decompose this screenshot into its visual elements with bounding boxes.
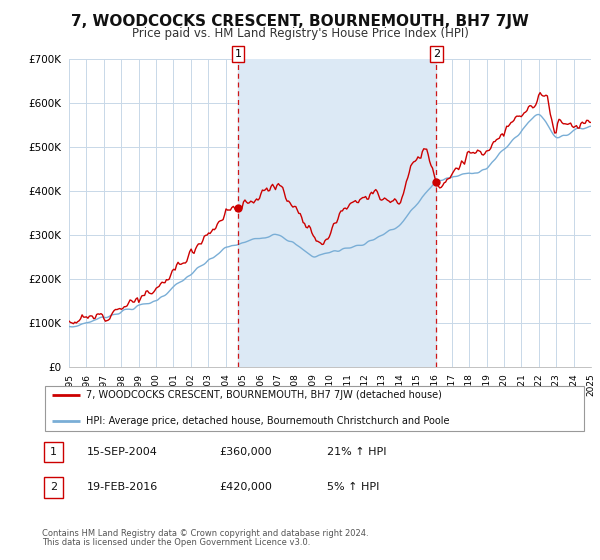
Text: Price paid vs. HM Land Registry's House Price Index (HPI): Price paid vs. HM Land Registry's House … bbox=[131, 27, 469, 40]
Text: 5% ↑ HPI: 5% ↑ HPI bbox=[327, 482, 379, 492]
Text: £360,000: £360,000 bbox=[219, 447, 272, 457]
Text: Contains HM Land Registry data © Crown copyright and database right 2024.: Contains HM Land Registry data © Crown c… bbox=[42, 529, 368, 538]
Text: 21% ↑ HPI: 21% ↑ HPI bbox=[327, 447, 386, 457]
Text: 15-SEP-2004: 15-SEP-2004 bbox=[87, 447, 158, 457]
Text: £420,000: £420,000 bbox=[219, 482, 272, 492]
Text: 7, WOODCOCKS CRESCENT, BOURNEMOUTH, BH7 7JW (detached house): 7, WOODCOCKS CRESCENT, BOURNEMOUTH, BH7 … bbox=[86, 390, 442, 400]
FancyBboxPatch shape bbox=[44, 442, 63, 462]
Text: 2: 2 bbox=[50, 482, 57, 492]
Text: 19-FEB-2016: 19-FEB-2016 bbox=[87, 482, 158, 492]
Text: 1: 1 bbox=[235, 49, 241, 59]
FancyBboxPatch shape bbox=[44, 477, 63, 497]
Text: 7, WOODCOCKS CRESCENT, BOURNEMOUTH, BH7 7JW: 7, WOODCOCKS CRESCENT, BOURNEMOUTH, BH7 … bbox=[71, 14, 529, 29]
Text: 2: 2 bbox=[433, 49, 440, 59]
FancyBboxPatch shape bbox=[45, 386, 584, 431]
Text: This data is licensed under the Open Government Licence v3.0.: This data is licensed under the Open Gov… bbox=[42, 538, 310, 547]
Text: HPI: Average price, detached house, Bournemouth Christchurch and Poole: HPI: Average price, detached house, Bour… bbox=[86, 416, 449, 426]
Bar bbox=[238, 59, 436, 367]
Text: 1: 1 bbox=[50, 447, 57, 457]
